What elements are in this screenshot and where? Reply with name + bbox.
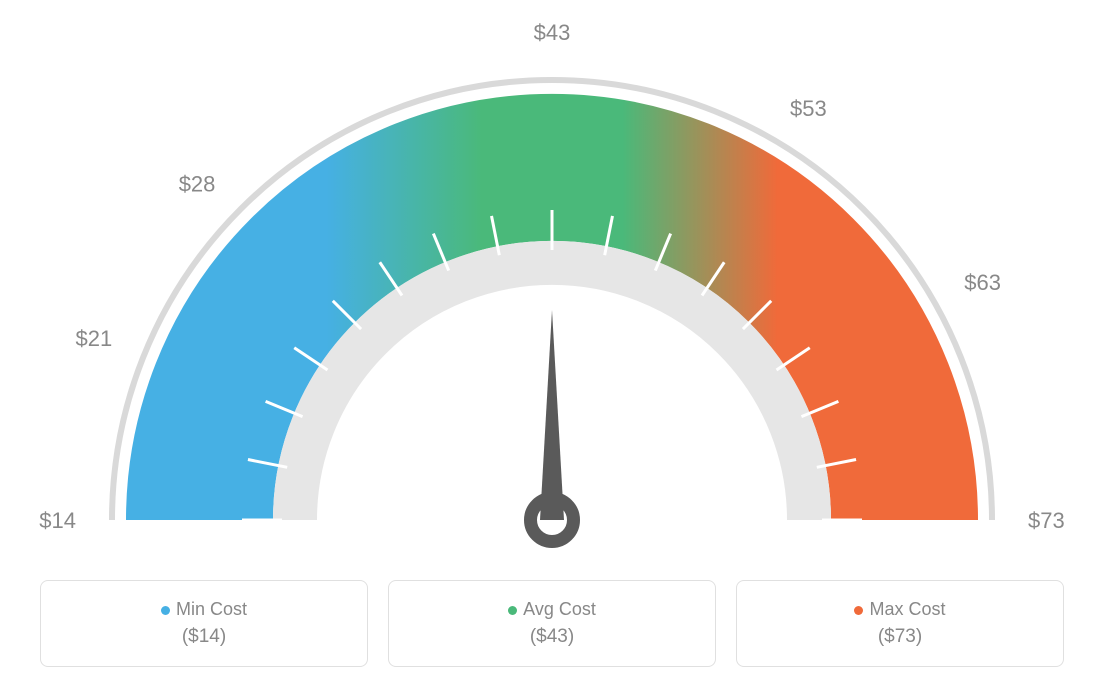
legend-title-min: Min Cost (41, 599, 367, 620)
tick-label: $63 (964, 270, 1001, 295)
legend-title-min-text: Min Cost (176, 599, 247, 619)
tick-label: $43 (534, 20, 571, 45)
legend-title-max-text: Max Cost (869, 599, 945, 619)
legend-title-avg: Avg Cost (389, 599, 715, 620)
legend-row: Min Cost ($14) Avg Cost ($43) Max Cost (… (0, 560, 1104, 667)
tick-label: $21 (76, 326, 113, 351)
tick-label: $73 (1028, 508, 1065, 533)
legend-card-min: Min Cost ($14) (40, 580, 368, 667)
gauge-svg: $14 $21 $28 $43 $53 $63 $73 (0, 0, 1104, 560)
dot-max (854, 606, 863, 615)
legend-card-avg: Avg Cost ($43) (388, 580, 716, 667)
dot-min (161, 606, 170, 615)
legend-value-min: ($14) (41, 626, 367, 648)
dot-avg (508, 606, 517, 615)
legend-value-max: ($73) (737, 626, 1063, 648)
legend-title-avg-text: Avg Cost (523, 599, 596, 619)
tick-label: $14 (39, 508, 76, 533)
legend-title-max: Max Cost (737, 599, 1063, 620)
tick-label: $28 (179, 171, 216, 196)
legend-value-avg: ($43) (389, 626, 715, 648)
legend-card-max: Max Cost ($73) (736, 580, 1064, 667)
tick-label: $53 (790, 96, 827, 121)
gauge-chart: $14 $21 $28 $43 $53 $63 $73 (0, 0, 1104, 560)
